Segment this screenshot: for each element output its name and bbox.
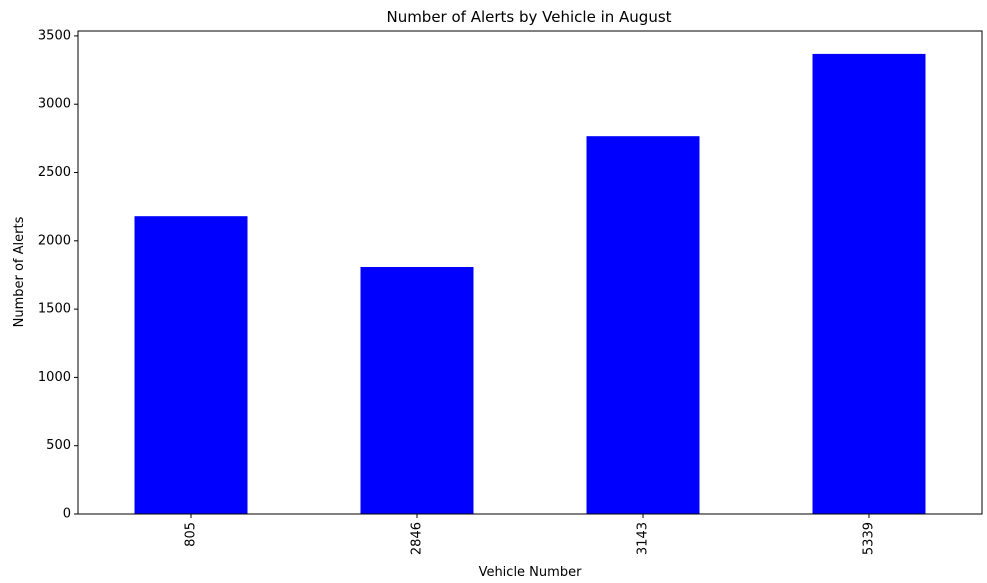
bars-group <box>134 53 926 515</box>
y-tick-label-500: 500 <box>46 438 71 453</box>
y-tick-label-3000: 3000 <box>38 97 71 112</box>
y-tick-label-2000: 2000 <box>38 233 71 248</box>
y-axis-label: Number of Alerts <box>12 216 27 327</box>
x-tick-label-805: 805 <box>184 522 199 547</box>
y-tick-label-0: 0 <box>63 507 71 522</box>
y-tick-label-1500: 1500 <box>38 302 71 317</box>
bar-5339 <box>812 53 926 515</box>
plot-frame <box>77 30 983 515</box>
y-tick-label-1000: 1000 <box>38 370 71 385</box>
bar-2846 <box>360 267 474 514</box>
chart-title: Number of Alerts by Vehicle in August <box>386 8 671 26</box>
bar-805 <box>134 216 248 514</box>
bar-3143 <box>586 136 700 514</box>
x-tick-label-2846: 2846 <box>410 522 425 555</box>
y-tick-label-3500: 3500 <box>38 28 71 43</box>
y-tick-label-2500: 2500 <box>38 165 71 180</box>
x-tick-label-3143: 3143 <box>636 522 651 555</box>
x-axis-ticks: 805 2846 3143 5339 <box>184 514 877 555</box>
x-axis-label: Vehicle Number <box>479 565 583 580</box>
y-axis-ticks: 0 500 1000 1500 2000 2500 3000 3500 <box>38 28 78 522</box>
x-tick-label-5339: 5339 <box>862 522 877 555</box>
